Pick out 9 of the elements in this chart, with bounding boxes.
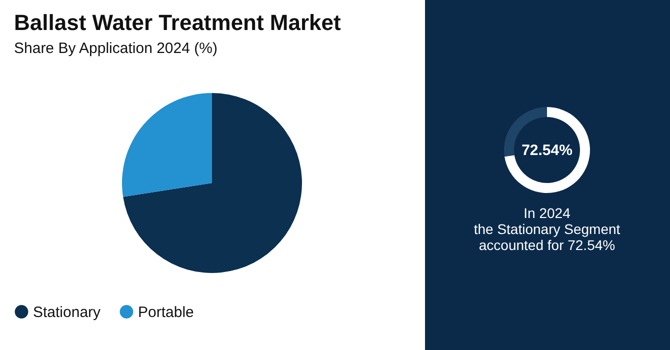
chart-title: Ballast Water Treatment Market	[14, 10, 342, 35]
chart-subtitle: Share By Application 2024 (%)	[14, 40, 218, 57]
pie-slice	[122, 93, 212, 197]
text: 72.54%	[522, 142, 572, 159]
legend-label: Portable	[138, 304, 194, 321]
pie-slice	[123, 93, 302, 273]
donut-slice	[504, 107, 590, 193]
text: In 2024 the Stationary Segment accounted for 72.54%	[474, 205, 620, 253]
legend-label: Stationary	[33, 304, 102, 321]
